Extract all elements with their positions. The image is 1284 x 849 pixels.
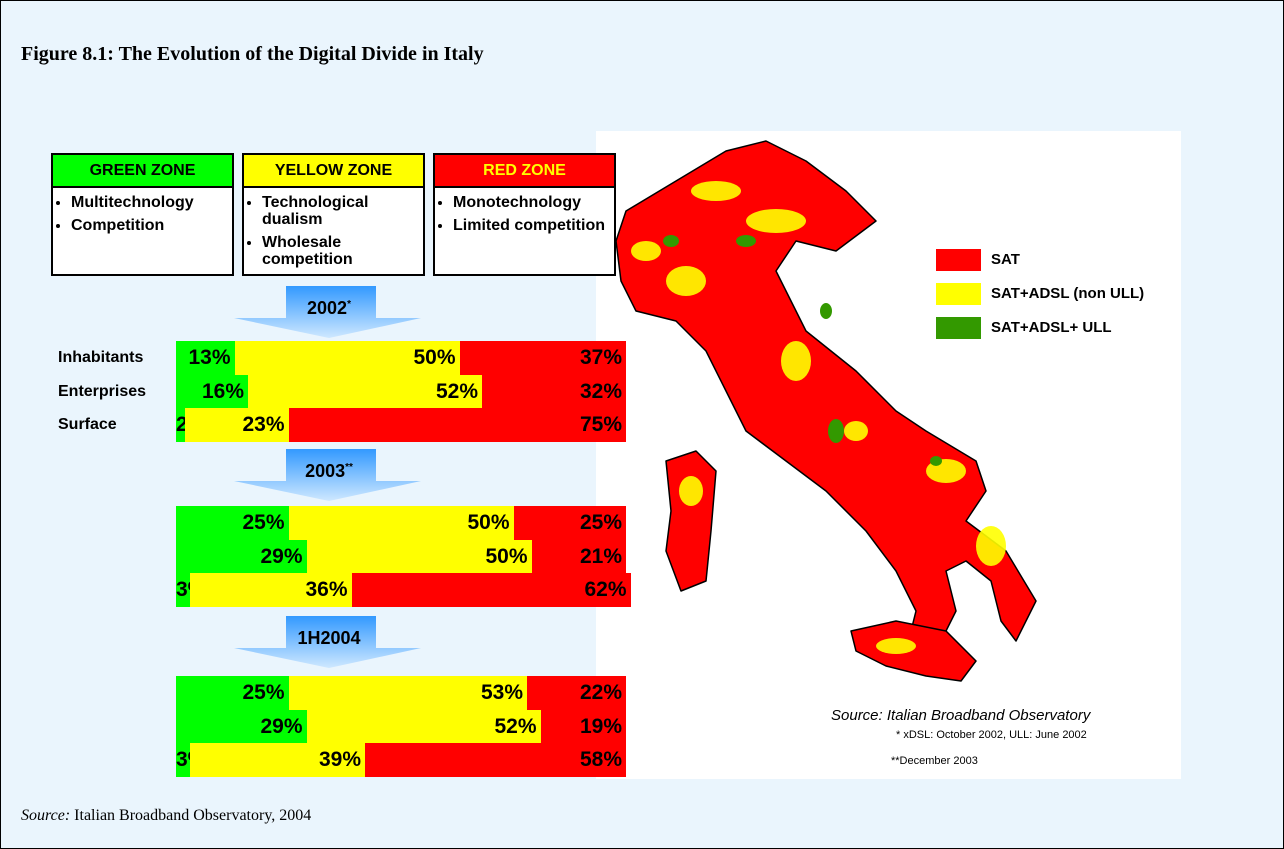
bullet: Limited competition xyxy=(453,217,610,234)
arrow xyxy=(234,286,421,338)
row-label: Inhabitants xyxy=(58,349,144,366)
bar-segment: 19% xyxy=(540,709,626,743)
bar-segment: 50% xyxy=(288,506,514,540)
bar-segment: 25% xyxy=(176,676,289,710)
arrow xyxy=(234,616,421,668)
period: 2003 xyxy=(305,461,346,481)
period-label: 2002* xyxy=(269,298,389,319)
zone-body: Multitechnology Competition xyxy=(51,188,234,276)
bar-segment: 23% xyxy=(185,408,289,442)
note: **December 2003 xyxy=(891,755,978,767)
map-source: Source: Italian Broadband Observatory xyxy=(831,707,1091,724)
bar-segment: 32% xyxy=(482,374,626,408)
bar-segment: 50% xyxy=(234,341,460,375)
bullet: Competition xyxy=(71,217,228,234)
zone: YELLOW ZONE Technological dualism Wholesal… xyxy=(242,153,425,276)
zone-header: RED ZONE xyxy=(433,153,616,188)
bullet: Technological dualism xyxy=(262,194,419,228)
bar-segment: 3% xyxy=(176,573,206,607)
row-label: Enterprises xyxy=(58,382,147,400)
period-note: * xyxy=(347,299,351,310)
zone: RED ZONE Monotechnology Limited competitio… xyxy=(433,153,616,276)
bar-segment: 16% xyxy=(176,374,248,408)
legend-label: SAT+ADSL+ ULL xyxy=(991,319,1112,336)
bullet: Multitechnology xyxy=(71,194,228,211)
source-text: Italian Broadband Observatory, 2004 xyxy=(74,807,312,824)
figure-title: Figure 8.1: The Evolution of the Digital… xyxy=(21,43,484,65)
map xyxy=(596,131,1181,779)
bar-segment: 2% xyxy=(176,408,206,442)
source-label: Source: xyxy=(21,807,71,824)
period: 1H2004 xyxy=(297,628,361,648)
period-label: 1H2004 xyxy=(269,628,389,649)
bar-segment: 3% xyxy=(176,743,206,777)
bullet: Monotechnology xyxy=(453,194,610,211)
legend-swatch xyxy=(936,283,981,305)
bar-segment: 62% xyxy=(351,573,631,607)
bar-segment: 39% xyxy=(189,743,365,777)
legend-swatch xyxy=(936,249,981,271)
bar-segment: 22% xyxy=(527,676,626,710)
bullet-list: Monotechnology Limited competition xyxy=(439,194,610,234)
bar-segment: 36% xyxy=(189,573,352,607)
legend-label: SAT+ADSL (non ULL) xyxy=(991,285,1145,302)
period-label: 2003** xyxy=(269,461,389,482)
bar-segment: 37% xyxy=(459,341,626,375)
bullet: Wholesale competition xyxy=(262,234,419,268)
bar-segment: 52% xyxy=(306,709,541,743)
zone-body: Monotechnology Limited competition xyxy=(433,188,616,276)
bar-segment: 52% xyxy=(248,374,482,408)
bar-segment: 25% xyxy=(513,506,626,540)
bar-segment: 53% xyxy=(288,676,527,710)
zone: GREEN ZONE Multitechnology Competition xyxy=(51,153,234,276)
bar-segment: 50% xyxy=(306,539,532,573)
bar-segment: 21% xyxy=(531,539,626,573)
bar-segment: 58% xyxy=(365,743,626,777)
bullet-list: Technological dualism Wholesale competiti… xyxy=(248,194,419,268)
legend-label: SAT xyxy=(991,251,1020,268)
zone-body: Technological dualism Wholesale competiti… xyxy=(242,188,425,276)
row-label: Surface xyxy=(58,416,117,433)
zone-header: YELLOW ZONE xyxy=(242,153,425,188)
zone-header: GREEN ZONE xyxy=(51,153,234,188)
bar-segment: 29% xyxy=(176,539,307,573)
source: Source: Italian Broadband Observatory, 2… xyxy=(21,807,311,825)
period: 2002 xyxy=(307,298,348,318)
bar-segment: 13% xyxy=(176,341,235,375)
period-note: ** xyxy=(345,462,353,473)
bar-segment: 29% xyxy=(176,709,307,743)
legend-swatch xyxy=(936,317,981,339)
arrow xyxy=(234,449,421,501)
bar-segment: 25% xyxy=(176,506,289,540)
bullet-list: Multitechnology Competition xyxy=(57,194,228,234)
note: * xDSL: October 2002, ULL: June 2002 xyxy=(896,729,1087,741)
bar-segment: 75% xyxy=(288,408,626,442)
